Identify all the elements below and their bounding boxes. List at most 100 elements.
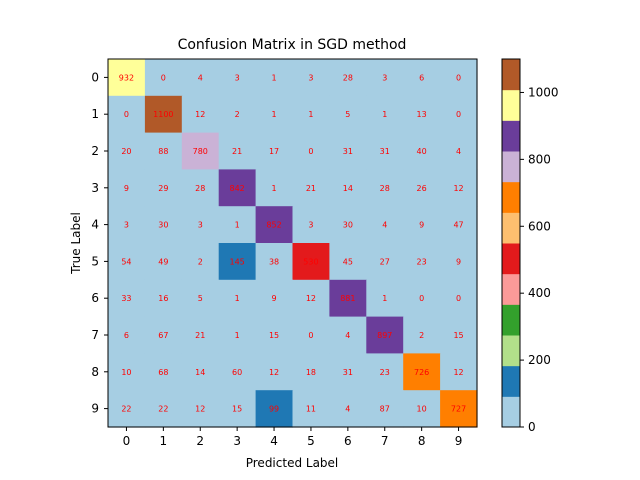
cell-value-label: 1 [308,110,313,119]
cell-value-label: 10 [121,368,131,377]
heatmap-cell [403,95,441,134]
cell-value-label: 38 [269,257,279,266]
cell-value-label: 3 [382,73,387,82]
heatmap-cell [366,169,404,207]
cell-value-label: 22 [121,405,131,414]
heatmap-cell [181,279,220,318]
heatmap-cell [255,132,294,170]
heatmap-cell [292,95,330,134]
x-tick-label: 8 [418,434,426,448]
y-tick-label: 2 [91,144,99,158]
cell-value-label: 3 [198,221,203,230]
y-tick-label: 8 [91,365,99,379]
cell-value-label: 2 [419,331,424,340]
cell-value-label: 4 [198,73,203,82]
cell-value-label: 4 [345,331,350,340]
cell-value-label: 0 [456,73,461,82]
heatmap-cell [218,390,257,428]
heatmap-cell [108,59,146,97]
cell-value-label: 28 [380,184,390,193]
colorbar-segment [502,181,520,213]
cell-value-label: 5 [345,110,350,119]
heatmap-cell [255,316,294,354]
cell-value-label: 15 [453,331,463,340]
heatmap-cell [181,169,220,207]
x-tick-label: 2 [196,434,204,448]
cell-value-label: 6 [419,73,424,82]
y-tick-label: 7 [91,328,99,342]
heatmap-cell [255,390,294,428]
heatmap-cell [440,169,478,207]
heatmap-cell [181,353,220,391]
heatmap-cell [366,390,404,428]
heatmap-cell [329,279,367,318]
heatmap-cell [144,169,183,207]
cell-value-label: 530 [303,257,318,266]
cell-value-label: 2 [198,257,203,266]
heatmap-cell [403,132,441,170]
cell-value-label: 67 [158,331,168,340]
cell-value-label: 87 [380,405,390,414]
cell-value-label: 1 [382,110,387,119]
x-tick-label: 6 [344,434,352,448]
cell-value-label: 1 [235,221,240,230]
y-tick-label: 1 [91,107,99,121]
cell-value-label: 22 [158,405,168,414]
heatmap-cell [181,95,220,134]
cell-value-label: 726 [414,368,429,377]
cell-value-label: 3 [308,73,313,82]
cell-value-label: 20 [121,147,131,156]
cell-annotations: 932 0 4 3 1 3 28 3 6 00 1100 12 2 1 1 5 1 13 020 88 780 21 17 0… [119,73,466,413]
x-tick-label: 0 [123,434,131,448]
cell-value-label: 0 [419,294,424,303]
cell-value-label: 12 [453,368,463,377]
heatmap-cell [440,95,478,134]
heatmap-cell [218,316,257,354]
cell-value-label: 727 [451,405,466,414]
cell-value-label: 932 [119,73,134,82]
cell-value-label: 1100 [153,110,173,119]
heatmap-cell [108,279,146,318]
heatmap-cell [366,132,404,170]
cell-value-label: 11 [306,405,316,414]
colorbar-segment [502,89,520,121]
heatmap-cell [144,95,183,134]
cell-value-label: 30 [343,221,353,230]
heatmap-cell [403,279,441,318]
colorbar-tick-label: 0 [528,420,536,434]
heatmap-cell [366,243,404,281]
heatmap-cell [108,390,146,428]
heatmap-cell [218,169,257,207]
cell-value-label: 68 [158,368,168,377]
plot-frame [107,58,478,428]
cell-value-label: 1 [272,184,277,193]
heatmap-cell [108,316,146,354]
cell-value-label: 60 [232,368,242,377]
colorbar-segment [502,212,520,244]
heatmap-cell [108,132,146,170]
heatmap-cell [440,316,478,354]
heatmap-cell [440,243,478,281]
cell-value-label: 31 [343,147,353,156]
cell-value-label: 0 [308,147,313,156]
heatmap-cell [329,316,367,354]
heatmap-cell [218,59,257,97]
heatmap-cell [329,390,367,428]
heatmap-cell [329,353,367,391]
heatmap-cell [440,59,478,97]
cell-value-label: 28 [195,184,205,193]
x-tick-label: 9 [455,434,463,448]
heatmap-cell [403,316,441,354]
heatmap-cell [255,353,294,391]
x-axis-ticks: 0 1 2 3 4 5 6 7 8 9 [123,427,463,448]
heatmap-cells [108,59,478,428]
cell-value-label: 31 [380,147,390,156]
cell-value-label: 0 [124,110,129,119]
x-tick-label: 4 [270,434,278,448]
heatmap-cell [329,206,367,244]
cell-value-label: 3 [308,221,313,230]
cell-value-label: 29 [158,184,168,193]
y-axis-ticks: 0 1 2 3 4 5 6 7 8 9 [91,70,108,416]
cell-value-label: 28 [343,73,353,82]
cell-value-label: 881 [340,294,355,303]
